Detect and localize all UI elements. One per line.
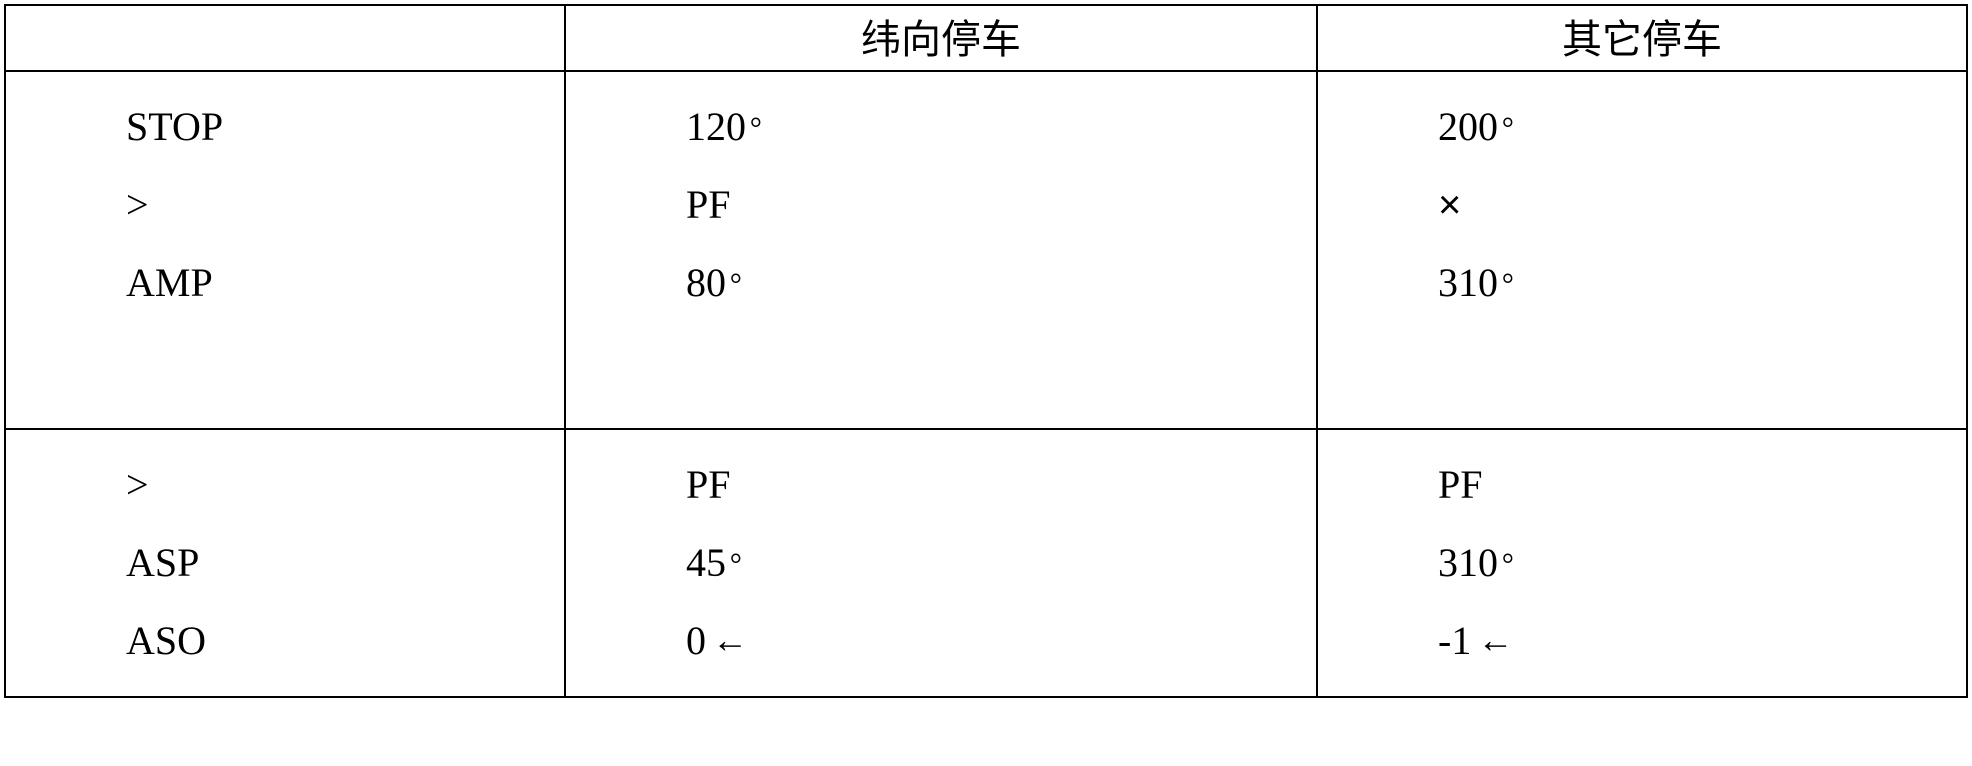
val-310b-num: 310 — [1438, 540, 1498, 585]
val-80-num: 80 — [686, 260, 726, 305]
header-other-stop: 其它停车 — [1318, 6, 1966, 70]
degree-icon: 。 — [730, 255, 760, 288]
val-310-num: 310 — [1438, 260, 1498, 305]
parking-table: 纬向停车 其它停车 STOP > AMP 120。 PF 80。 200。 × … — [4, 4, 1968, 698]
label-STOP: STOP — [126, 88, 564, 166]
label-gt: > — [126, 166, 564, 244]
row2-other: 200。 × 310。 — [1318, 72, 1966, 428]
header-row: 纬向停车 其它停车 — [6, 6, 1966, 70]
val-PF2: PF — [686, 446, 1316, 524]
val-neg1-arrow: -1← — [1438, 602, 1966, 680]
row2-weft: 120。 PF 80。 — [566, 72, 1318, 428]
degree-icon: 。 — [1502, 255, 1532, 288]
row2-labels: STOP > AMP — [6, 72, 566, 428]
arrow-left-icon: ← — [1477, 619, 1513, 660]
row-asp-aso: > ASP ASO PF 45。 0← PF 310。 -1← — [6, 428, 1966, 696]
label-gt2: > — [126, 446, 564, 524]
row3-other: PF 310。 -1← — [1318, 430, 1966, 696]
label-ASP: ASP — [126, 524, 564, 602]
val-120: 120。 — [686, 88, 1316, 166]
val-0-arrow: 0← — [686, 602, 1316, 680]
val-310b: 310。 — [1438, 524, 1966, 602]
val-cross: × — [1438, 166, 1966, 244]
degree-icon: 。 — [1502, 535, 1532, 568]
header-weft-stop: 纬向停车 — [566, 6, 1318, 70]
val-80: 80。 — [686, 244, 1316, 322]
val-0-num: 0 — [686, 618, 706, 663]
val-45: 45。 — [686, 524, 1316, 602]
degree-icon: 。 — [730, 535, 760, 568]
degree-icon: 。 — [750, 99, 780, 132]
val-45-num: 45 — [686, 540, 726, 585]
val-200-num: 200 — [1438, 104, 1498, 149]
header-blank — [6, 6, 566, 70]
arrow-left-icon: ← — [712, 619, 748, 660]
val-200: 200。 — [1438, 88, 1966, 166]
val-120-num: 120 — [686, 104, 746, 149]
row3-labels: > ASP ASO — [6, 430, 566, 696]
val-PF3: PF — [1438, 446, 1966, 524]
label-AMP: AMP — [126, 244, 564, 322]
degree-icon: 。 — [1502, 99, 1532, 132]
row-stop-amp: STOP > AMP 120。 PF 80。 200。 × 310。 — [6, 70, 1966, 428]
val-neg1-num: -1 — [1438, 618, 1471, 663]
val-310: 310。 — [1438, 244, 1966, 322]
val-PF: PF — [686, 166, 1316, 244]
row3-weft: PF 45。 0← — [566, 430, 1318, 696]
label-ASO: ASO — [126, 602, 564, 680]
